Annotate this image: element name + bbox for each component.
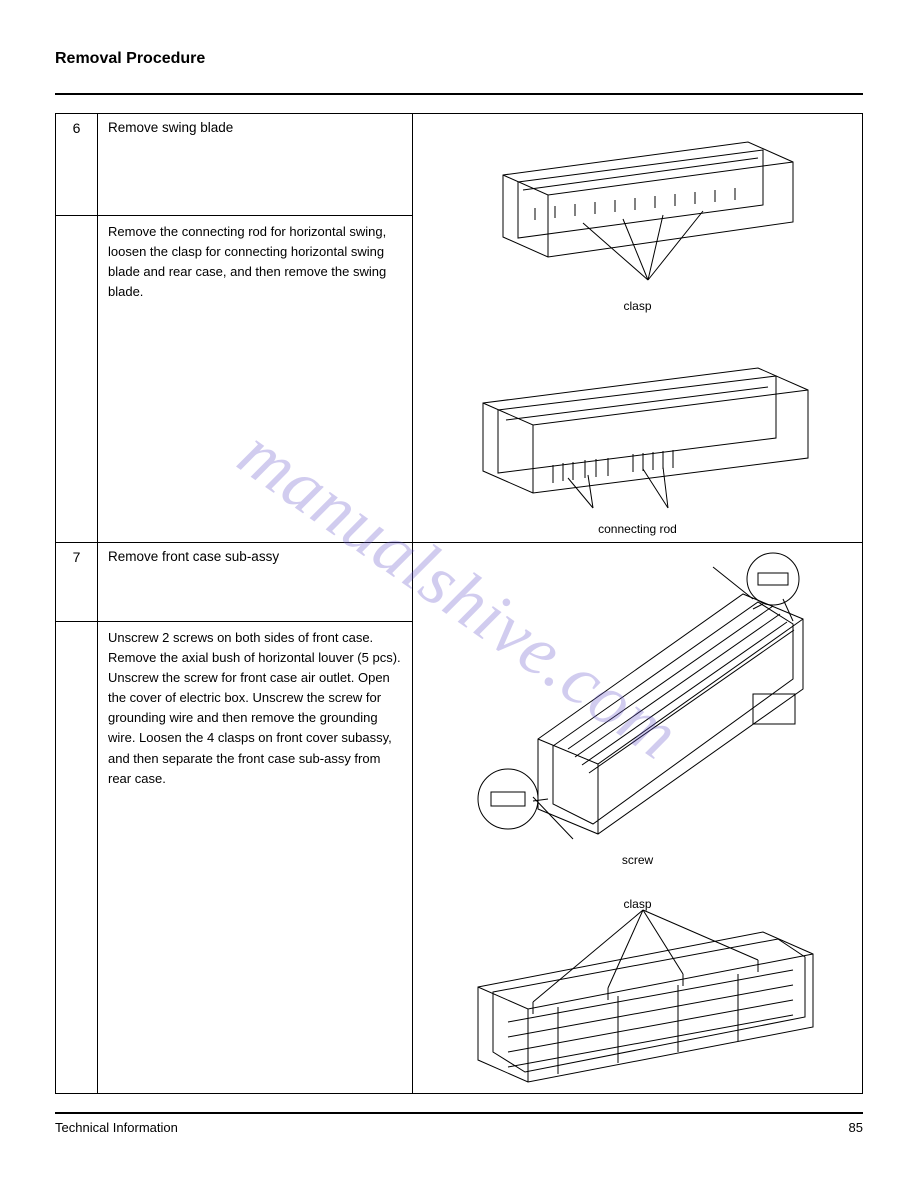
header-rule xyxy=(55,93,863,95)
image-label: connecting rod xyxy=(423,522,852,536)
unit-clasp-diagram xyxy=(463,120,813,295)
step-heading-cell: Remove front case sub-assy xyxy=(98,543,413,622)
step-image-cell: clasp connecting rod xyxy=(413,114,863,543)
unit-connecting-rod-diagram xyxy=(458,343,818,518)
unit-clasp-bottom-diagram xyxy=(453,892,823,1087)
header-title: Removal Procedure xyxy=(55,50,863,68)
procedure-table: 6 Remove swing blade clas xyxy=(55,113,863,1094)
step-heading-cell: Remove swing blade xyxy=(98,114,413,216)
image-label: clasp xyxy=(423,299,852,313)
footer-left: Technical Information xyxy=(55,1120,178,1135)
table-row: 7 Remove front case sub-assy xyxy=(56,543,863,622)
step-number-cell: 7 xyxy=(56,543,98,622)
footer-right: 85 xyxy=(849,1120,863,1135)
table-row: 6 Remove swing blade clas xyxy=(56,114,863,216)
step-image-cell: screw xyxy=(413,543,863,1094)
page-footer: Technical Information 85 xyxy=(55,1120,863,1135)
empty-cell xyxy=(56,215,98,543)
image-label: clasp xyxy=(423,897,852,911)
step-procedure-cell: Remove the connecting rod for horizontal… xyxy=(98,215,413,543)
step-procedure-cell: Unscrew 2 screws on both sides of front … xyxy=(98,621,413,1093)
footer-rule xyxy=(55,1112,863,1114)
step-number-cell: 6 xyxy=(56,114,98,216)
image-label: screw xyxy=(423,853,852,867)
unit-screw-diagram xyxy=(453,549,823,849)
empty-cell xyxy=(56,621,98,1093)
